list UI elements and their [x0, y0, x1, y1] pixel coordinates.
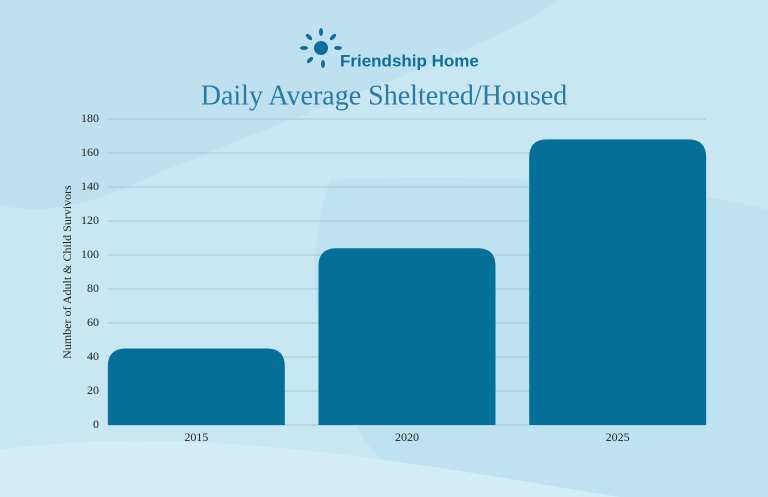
y-tick-label: 20 [87, 383, 99, 397]
background-wave [0, 0, 560, 210]
y-tick-label: 60 [87, 315, 99, 329]
y-axis-label: Number of Adult & Child Survivors [60, 185, 74, 359]
brand-name: Friendship Home [340, 51, 479, 70]
y-tick-label: 80 [87, 281, 99, 295]
logo-icon [300, 28, 342, 68]
y-tick-label: 40 [87, 349, 99, 363]
y-tick-label: 0 [93, 417, 99, 431]
x-tick-label: 2025 [606, 430, 630, 444]
chart-title: Daily Average Sheltered/Housed [201, 80, 567, 111]
bar [318, 248, 496, 425]
bar [529, 139, 707, 425]
y-tick-label: 120 [81, 213, 99, 227]
background-wave [0, 440, 620, 497]
y-tick-label: 100 [81, 247, 99, 261]
y-tick-label: 180 [81, 111, 99, 125]
bar [107, 348, 285, 425]
x-tick-label: 2020 [395, 430, 419, 444]
x-tick-label: 2015 [184, 430, 208, 444]
y-tick-label: 140 [81, 179, 99, 193]
y-tick-label: 160 [81, 145, 99, 159]
